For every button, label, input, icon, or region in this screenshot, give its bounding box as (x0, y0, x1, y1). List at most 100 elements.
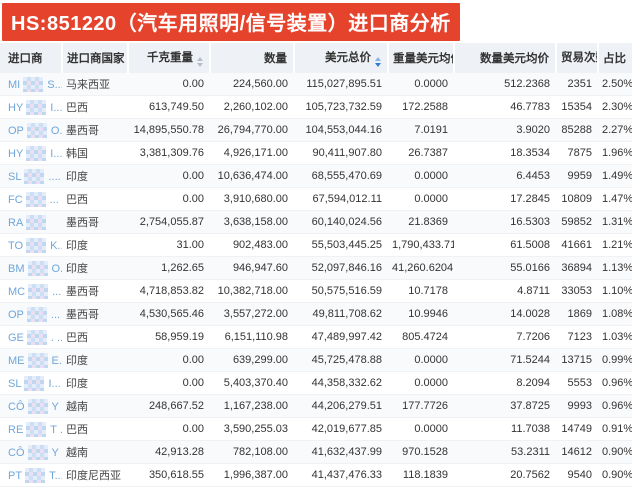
quantity-cell: 10,382,718.00 (210, 279, 294, 303)
importer-link[interactable]: OP O... (0, 118, 62, 142)
qty-avg-price-cell: 37.8725 (454, 394, 556, 418)
table-body: MIS...马来西亚0.00224,560.00115,027,895.510.… (0, 73, 632, 487)
importer-link[interactable]: RE T ... (0, 417, 62, 441)
country-cell: 印度 (62, 256, 128, 280)
importer-name-suffix: ... (50, 309, 61, 321)
share-cell: 1.03% (598, 325, 632, 349)
usd-total-cell: 50,575,516.59 (294, 279, 388, 303)
trade-count-cell: 9959 (556, 164, 598, 188)
country-cell: 越南 (62, 394, 128, 418)
table-row: RET ...巴西0.003,590,255.0342,019,677.850.… (0, 417, 632, 441)
table-row: CÔ Y ...越南248,667.521,167,238.0044,206,27… (0, 394, 632, 418)
trade-count-cell: 33053 (556, 279, 598, 303)
country-cell: 巴西 (62, 95, 128, 119)
weight-avg-price-cell: 10.7178 (388, 279, 454, 303)
weight-avg-price-cell: 805.4724 (388, 325, 454, 349)
importer-name-suffix: S... (47, 79, 62, 91)
share-cell: 1.10% (598, 279, 632, 303)
importer-name-prefix: MC (8, 286, 26, 298)
kg-weight-cell: 248,667.52 (128, 394, 210, 418)
importer-link[interactable]: GE . ... (0, 325, 62, 349)
importer-link[interactable]: HY I... (0, 95, 62, 119)
table-row: FC... 巴西 0.00 3,910,680.00 67,594,012.11 0.00… (0, 187, 632, 211)
kg-weight-cell: 0.00 (128, 417, 210, 441)
qty-avg-price-cell: 6.4453 (454, 164, 556, 188)
table-row: SL.... 印度 0.00 10,636,474.00 68,555,470.69 0.… (0, 164, 632, 188)
table-row: OP... 墨西哥 4,530,565.46 3,557,272.00 49,811,7… (0, 302, 632, 326)
trade-count-cell: 7875 (556, 141, 598, 165)
redaction-mosaic (27, 353, 48, 368)
table-row: CÔ Y ...越南42,913.28782,108.0041,632,437.9… (0, 440, 632, 464)
importer-name-suffix: K... (50, 240, 62, 252)
importer-link[interactable]: TO K... (0, 233, 62, 257)
importer-name-suffix: ... (49, 194, 59, 206)
qty-avg-price-cell: 20.7562 (454, 463, 556, 487)
importer-link[interactable]: RA (0, 210, 62, 234)
kg-weight-cell: 42,913.28 (128, 440, 210, 464)
weight-avg-price-cell: 7.0191 (388, 118, 454, 142)
importer-name-prefix: CÔ (8, 447, 25, 459)
weight-avg-price-cell: 0.0000 (388, 164, 454, 188)
weight-avg-price-cell: 0.0000 (388, 417, 454, 441)
importer-link[interactable]: PT T... (0, 463, 62, 487)
kg-weight-cell: 0.00 (128, 187, 210, 211)
importer-name-prefix: RA (8, 217, 24, 229)
importer-name-prefix: RE (8, 424, 24, 436)
weight-avg-price-cell: 0.0000 (388, 187, 454, 211)
importer-link[interactable]: BM O... (0, 256, 63, 280)
column-label: 占比 (603, 53, 626, 65)
table-row: ME E...印度0.00639,299.0045,725,478.880.000… (0, 348, 632, 372)
qty-avg-price-cell: 46.7783 (454, 95, 556, 119)
trade-count-cell: 9540 (556, 463, 598, 487)
trade-count-cell: 1869 (556, 302, 598, 326)
country-cell: 墨西哥 (62, 210, 128, 234)
column-label: 数量美元均价 (480, 53, 549, 65)
weight-avg-price-cell: 10.9946 (388, 302, 454, 326)
sort-icon[interactable] (375, 57, 381, 67)
importer-name-suffix: O... (50, 125, 62, 137)
table-row: MI S...马来西亚0.00224,560.00115,027,895.510.… (0, 73, 632, 96)
importer-link[interactable]: CÔ Y ... (0, 440, 62, 464)
importer-link[interactable]: OP... (0, 302, 62, 326)
usd-total-cell: 52,097,846.16 (294, 256, 388, 280)
kg-weight-cell: 31.00 (128, 233, 210, 257)
share-cell: 0.90% (598, 463, 632, 487)
importer-link[interactable]: MI S... (0, 73, 62, 96)
importer-name-prefix: HY (8, 102, 24, 114)
kg-weight-cell: 0.00 (128, 164, 210, 188)
importer-link[interactable]: HY I... (0, 141, 62, 165)
table-row: BM O...印度1,262.65946,947.6052,097,846.164… (0, 256, 632, 280)
importer-link[interactable]: CÔ Y ... (0, 394, 62, 418)
column-header-美元总价[interactable]: 美元总价 (293, 43, 388, 73)
importer-link[interactable]: SL I... (0, 371, 62, 395)
importer-link[interactable]: SL.... (0, 164, 62, 188)
importer-link[interactable]: MC... (0, 279, 62, 303)
kg-weight-cell: 58,959.19 (128, 325, 210, 349)
share-cell: 1.47% (598, 187, 632, 211)
trade-count-cell: 9993 (556, 394, 598, 418)
kg-weight-cell: 350,618.55 (128, 463, 210, 487)
table-row: HY I... 巴西 613,749.50 2,260,102.00 105,723,73… (0, 95, 632, 119)
weight-avg-price-cell: 970.1528 (388, 440, 454, 464)
importer-link[interactable]: FC... (0, 187, 62, 211)
trade-count-cell: 59852 (556, 210, 598, 234)
importer-name-suffix: O... (51, 263, 63, 275)
importer-name-prefix: GE (8, 332, 24, 344)
weight-avg-price-cell: 172.2588 (388, 95, 454, 119)
column-header-贸易次数[interactable]: 贸易次数 (555, 43, 598, 73)
column-header-千克重量[interactable]: 千克重量 (127, 43, 210, 73)
column-header-数量: 数量 (209, 43, 294, 73)
share-cell: 2.50% (598, 73, 632, 96)
quantity-cell: 6,151,110.98 (210, 325, 294, 349)
usd-total-cell: 68,555,470.69 (294, 164, 388, 188)
importer-name-prefix: CÔ (8, 401, 25, 413)
share-cell: 0.99% (598, 348, 632, 372)
country-cell: 墨西哥 (62, 302, 128, 326)
importer-name-prefix: SL (8, 378, 22, 390)
usd-total-cell: 67,594,012.11 (294, 187, 388, 211)
share-cell: 1.49% (598, 164, 632, 188)
importer-link[interactable]: ME E... (0, 348, 62, 372)
sort-icon[interactable] (197, 57, 203, 67)
column-label: 千克重量 (147, 52, 193, 64)
share-cell: 0.90% (598, 440, 632, 464)
